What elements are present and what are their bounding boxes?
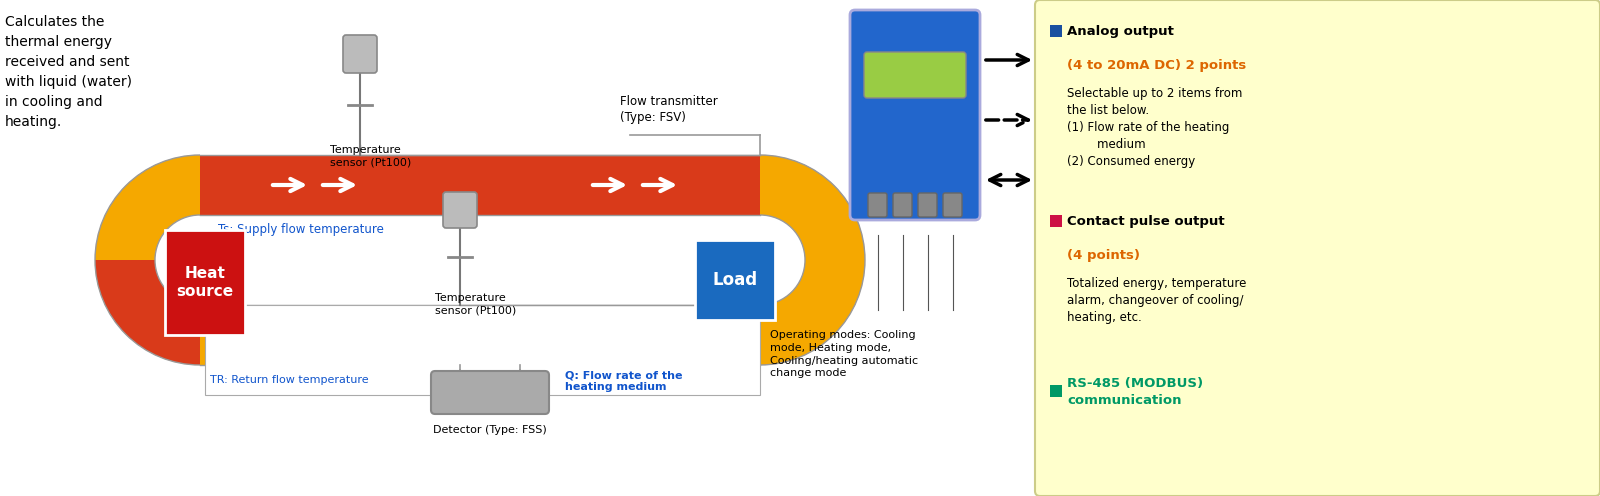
FancyBboxPatch shape [430, 371, 549, 414]
Text: Temperature
sensor (Pt100): Temperature sensor (Pt100) [330, 145, 411, 168]
FancyBboxPatch shape [443, 192, 477, 228]
FancyBboxPatch shape [942, 193, 962, 217]
FancyBboxPatch shape [867, 193, 886, 217]
Text: Totalized energy, temperature
alarm, changeover of cooling/
heating, etc.: Totalized energy, temperature alarm, cha… [1067, 277, 1246, 324]
Wedge shape [94, 155, 200, 365]
Wedge shape [760, 155, 866, 365]
Bar [1050, 215, 1062, 227]
FancyBboxPatch shape [918, 193, 938, 217]
Text: Ts: Supply flow temperature: Ts: Supply flow temperature [218, 223, 384, 236]
Text: Calculates the
thermal energy
received and sent
with liquid (water)
in cooling a: Calculates the thermal energy received a… [5, 15, 131, 129]
Text: Q: Flow rate of the
heating medium: Q: Flow rate of the heating medium [565, 370, 683, 392]
Text: (4 to 20mA DC) 2 points: (4 to 20mA DC) 2 points [1067, 59, 1246, 72]
Bar [200, 305, 760, 365]
Text: Load: Load [712, 271, 757, 289]
Bar [165, 230, 245, 335]
Bar [694, 240, 774, 320]
Wedge shape [94, 155, 200, 260]
Wedge shape [760, 215, 805, 305]
Text: RS-485 (MODBUS)
communication: RS-485 (MODBUS) communication [1067, 377, 1203, 407]
Text: Flow transmitter
(Type: FSV): Flow transmitter (Type: FSV) [621, 95, 718, 124]
FancyBboxPatch shape [864, 52, 966, 98]
Text: (4 points): (4 points) [1067, 249, 1139, 262]
FancyBboxPatch shape [850, 10, 979, 220]
Text: Operating modes: Cooling
mode, Heating mode,
Cooling/heating automatic
change mo: Operating modes: Cooling mode, Heating m… [770, 330, 918, 378]
FancyBboxPatch shape [893, 193, 912, 217]
Bar [200, 155, 760, 215]
FancyBboxPatch shape [342, 35, 378, 73]
Text: TR: Return flow temperature: TR: Return flow temperature [210, 375, 368, 385]
Bar [205, 305, 760, 395]
Text: Contact pulse output: Contact pulse output [1067, 215, 1224, 229]
Text: Analog output: Analog output [1067, 25, 1174, 39]
Text: Detector (Type: FSS): Detector (Type: FSS) [434, 425, 547, 435]
Text: Selectable up to 2 items from
the list below.
(1) Flow rate of the heating
     : Selectable up to 2 items from the list b… [1067, 87, 1242, 168]
Wedge shape [155, 215, 200, 305]
Wedge shape [155, 215, 200, 305]
Text: Temperature
sensor (Pt100): Temperature sensor (Pt100) [435, 293, 517, 315]
Wedge shape [760, 155, 866, 260]
Wedge shape [760, 260, 866, 365]
Bar [1050, 385, 1062, 397]
Text: Heat
source: Heat source [176, 266, 234, 299]
FancyBboxPatch shape [1035, 0, 1600, 496]
Wedge shape [94, 260, 200, 365]
Bar [1050, 25, 1062, 37]
